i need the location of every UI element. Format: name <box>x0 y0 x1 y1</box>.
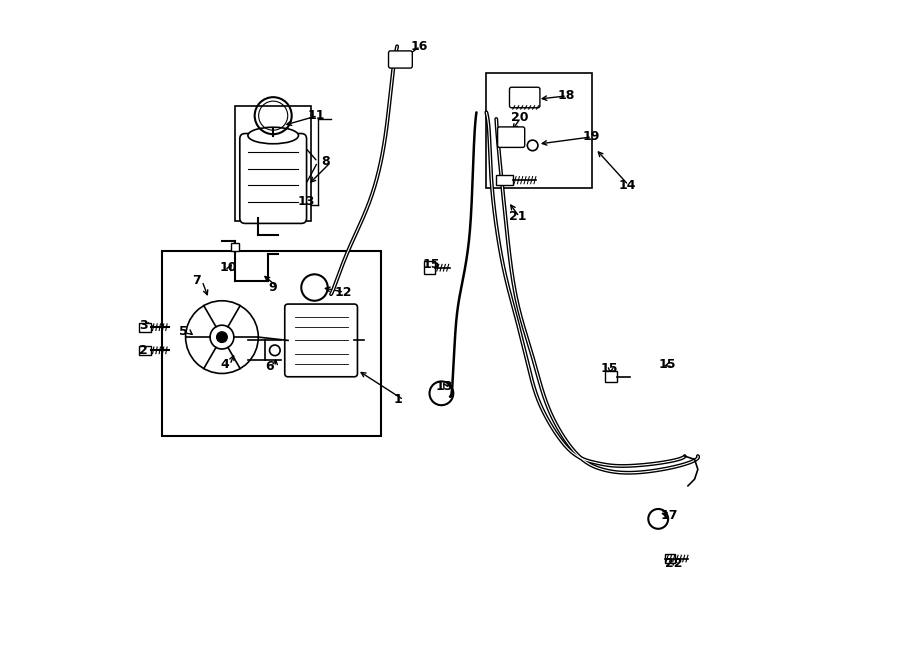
Bar <box>486 73 592 188</box>
Bar <box>665 554 675 563</box>
Text: 17: 17 <box>661 509 678 522</box>
Text: 14: 14 <box>618 178 636 192</box>
Bar <box>140 323 151 332</box>
Text: 12: 12 <box>334 286 352 299</box>
Text: 8: 8 <box>321 155 329 169</box>
Text: 2: 2 <box>140 344 148 357</box>
Bar <box>140 346 151 355</box>
FancyBboxPatch shape <box>284 304 357 377</box>
Ellipse shape <box>248 127 299 144</box>
Text: 19: 19 <box>582 130 599 143</box>
Text: 1: 1 <box>394 393 402 407</box>
Text: 16: 16 <box>410 40 428 53</box>
Text: 15: 15 <box>422 258 440 271</box>
Text: 9: 9 <box>268 281 277 294</box>
Text: 20: 20 <box>511 111 528 124</box>
Bar <box>235 106 311 221</box>
Bar <box>606 371 617 382</box>
Text: 22: 22 <box>665 557 682 570</box>
Text: 3: 3 <box>140 319 148 332</box>
FancyBboxPatch shape <box>389 51 412 68</box>
Text: 13: 13 <box>436 380 453 393</box>
Text: 21: 21 <box>509 210 527 223</box>
Text: 7: 7 <box>193 274 201 288</box>
Text: 6: 6 <box>265 360 274 373</box>
Bar <box>231 243 239 251</box>
Text: 4: 4 <box>220 358 229 371</box>
Text: 10: 10 <box>220 261 238 274</box>
Text: 15: 15 <box>658 358 676 371</box>
Text: 11: 11 <box>308 109 326 122</box>
Circle shape <box>217 332 227 342</box>
Bar <box>496 175 513 185</box>
FancyBboxPatch shape <box>239 134 307 223</box>
Bar <box>163 251 381 436</box>
Text: 5: 5 <box>179 325 188 338</box>
Text: 15: 15 <box>600 362 618 375</box>
FancyBboxPatch shape <box>498 127 525 147</box>
Text: 18: 18 <box>557 89 574 102</box>
Bar <box>424 261 436 274</box>
Text: 13: 13 <box>298 195 315 208</box>
FancyBboxPatch shape <box>509 87 540 108</box>
